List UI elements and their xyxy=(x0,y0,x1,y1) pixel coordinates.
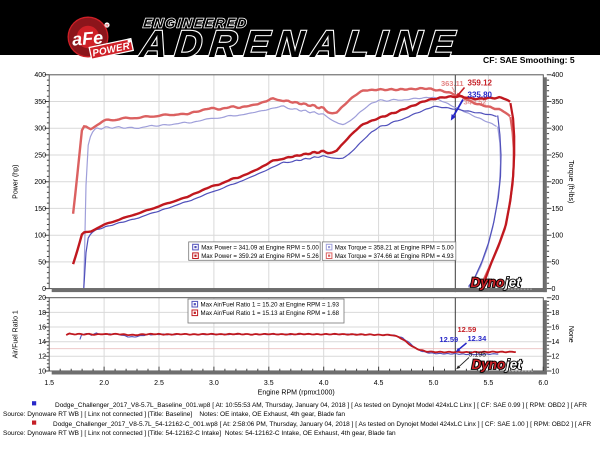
svg-text:400: 400 xyxy=(34,72,46,79)
svg-text:20: 20 xyxy=(38,295,46,302)
svg-text:2.5: 2.5 xyxy=(154,380,164,387)
svg-text:12.34: 12.34 xyxy=(468,334,488,343)
svg-text:aFe: aFe xyxy=(71,27,103,49)
svg-text:Max Torque = 358.21 at Engine: Max Torque = 358.21 at Engine RPM = 5.00 xyxy=(335,244,454,251)
svg-text:4.0: 4.0 xyxy=(319,380,329,387)
svg-text:16: 16 xyxy=(552,324,560,331)
svg-text:350: 350 xyxy=(34,99,46,106)
svg-text:10: 10 xyxy=(552,368,560,375)
svg-text:20: 20 xyxy=(552,295,560,302)
svg-text:Torque (ft-lbs): Torque (ft-lbs) xyxy=(567,160,574,203)
svg-text:Max Air/Fuel Ratio 1 = 15.13 a: Max Air/Fuel Ratio 1 = 15.13 at Engine R… xyxy=(201,310,340,317)
svg-text:None: None xyxy=(567,326,574,343)
svg-text:2.0: 2.0 xyxy=(99,380,109,387)
svg-text:Max Air/Fuel Ratio 1 = 15.20 a: Max Air/Fuel Ratio 1 = 15.20 at Engine R… xyxy=(201,302,340,309)
svg-text:300: 300 xyxy=(34,126,46,133)
svg-text:16: 16 xyxy=(38,324,46,331)
svg-text:3.0: 3.0 xyxy=(209,380,219,387)
svg-text:Power (hp): Power (hp) xyxy=(13,165,20,199)
svg-text:0: 0 xyxy=(552,286,556,293)
svg-text:363.11: 363.11 xyxy=(441,79,464,88)
svg-text:350: 350 xyxy=(552,99,564,106)
svg-text:150: 150 xyxy=(552,206,564,213)
svg-text:Engine RPM (rpmx1000): Engine RPM (rpmx1000) xyxy=(258,390,335,397)
svg-text:300: 300 xyxy=(552,126,564,133)
svg-text:Max Torque = 374.66 at Engine: Max Torque = 374.66 at Engine RPM = 4.93 xyxy=(335,253,454,260)
svg-text:10: 10 xyxy=(38,368,46,375)
svg-text:Max Power = 341.09 at Engine R: Max Power = 341.09 at Engine RPM = 5.00 xyxy=(201,244,319,251)
svg-text:200: 200 xyxy=(552,179,564,186)
svg-text:18: 18 xyxy=(38,310,46,317)
svg-text:Source: Dynoware RT WB ] [ Lin: Source: Dynoware RT WB ] [ Linx not conn… xyxy=(3,411,345,418)
svg-text:250: 250 xyxy=(34,152,46,159)
svg-text:14: 14 xyxy=(38,339,46,346)
svg-text:250: 250 xyxy=(552,152,564,159)
svg-text:CF: SAE Smoothing: 5: CF: SAE Smoothing: 5 xyxy=(483,55,575,65)
svg-text:Max Power = 359.29 at Engine R: Max Power = 359.29 at Engine RPM = 5.26 xyxy=(201,253,319,260)
svg-text:100: 100 xyxy=(34,233,46,240)
svg-text:ENGINEERED: ENGINEERED xyxy=(143,15,250,30)
svg-text:14: 14 xyxy=(552,339,560,346)
svg-text:400: 400 xyxy=(552,72,564,79)
svg-text:1.5: 1.5 xyxy=(44,380,54,387)
svg-text:12.59: 12.59 xyxy=(439,335,458,344)
svg-text:Dodge_Challenger_2017_V8-5.7L_: Dodge_Challenger_2017_V8-5.7L_54-12162-C… xyxy=(53,421,591,428)
svg-text:R: R xyxy=(105,23,109,28)
svg-text:12: 12 xyxy=(38,354,46,361)
svg-text:Dodge_Challenger_2017_V8-5.7L_: Dodge_Challenger_2017_V8-5.7L_Baseline_0… xyxy=(55,402,587,409)
svg-text:340.52: 340.52 xyxy=(464,98,487,107)
svg-text:12: 12 xyxy=(552,354,560,361)
svg-text:50: 50 xyxy=(552,259,560,266)
svg-text:0: 0 xyxy=(42,286,46,293)
svg-text:5.195: 5.195 xyxy=(469,352,487,359)
svg-text:4.5: 4.5 xyxy=(374,380,384,387)
svg-text:18: 18 xyxy=(552,310,560,317)
svg-text:5.5: 5.5 xyxy=(484,380,494,387)
svg-text:100: 100 xyxy=(552,233,564,240)
svg-text:12.59: 12.59 xyxy=(458,325,477,334)
svg-text:335.80: 335.80 xyxy=(468,91,493,100)
svg-text:3.5: 3.5 xyxy=(264,380,274,387)
svg-text:200: 200 xyxy=(34,179,46,186)
svg-text:359.12: 359.12 xyxy=(468,79,493,88)
svg-text:ADRENALINE: ADRENALINE xyxy=(137,24,464,66)
svg-text:50: 50 xyxy=(38,259,46,266)
svg-text:Air/Fuel Ratio 1: Air/Fuel Ratio 1 xyxy=(13,310,20,358)
svg-text:5.0: 5.0 xyxy=(429,380,439,387)
svg-text:6.0: 6.0 xyxy=(538,380,548,387)
svg-text:Source: Dynoware RT WB ] [ Lin: Source: Dynoware RT WB ] [ Linx not conn… xyxy=(3,430,396,437)
svg-text:150: 150 xyxy=(34,206,46,213)
